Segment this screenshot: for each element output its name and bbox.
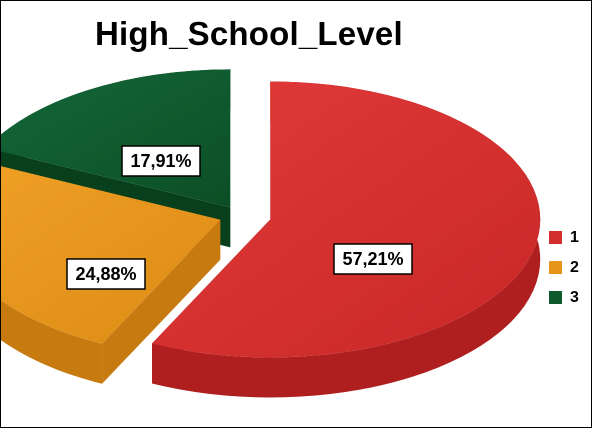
- legend-swatch-1: [549, 231, 562, 244]
- slice-face: [102, 219, 221, 384]
- chart-title: High_School_Level: [95, 15, 403, 52]
- legend-swatch-3: [549, 291, 562, 304]
- data-label-3: 17,91%: [130, 151, 191, 171]
- slice-top: [152, 81, 541, 358]
- data-label-2: 24,88%: [75, 264, 136, 284]
- pie-slice-1: [152, 81, 541, 398]
- slice-side: [1, 300, 103, 384]
- data-label-box-1: [333, 243, 413, 275]
- legend-label-3: 3: [570, 289, 579, 306]
- slice-top: [1, 166, 221, 344]
- data-label-1: 57,21%: [342, 249, 403, 269]
- pie-slice-2: [1, 166, 221, 384]
- legend-swatch-2: [549, 261, 562, 274]
- legend-label-1: 1: [570, 229, 579, 246]
- data-label-box-2: [66, 258, 146, 290]
- slice-side: [152, 81, 541, 398]
- data-label-box-3: [121, 145, 201, 177]
- legend-label-2: 2: [570, 259, 579, 276]
